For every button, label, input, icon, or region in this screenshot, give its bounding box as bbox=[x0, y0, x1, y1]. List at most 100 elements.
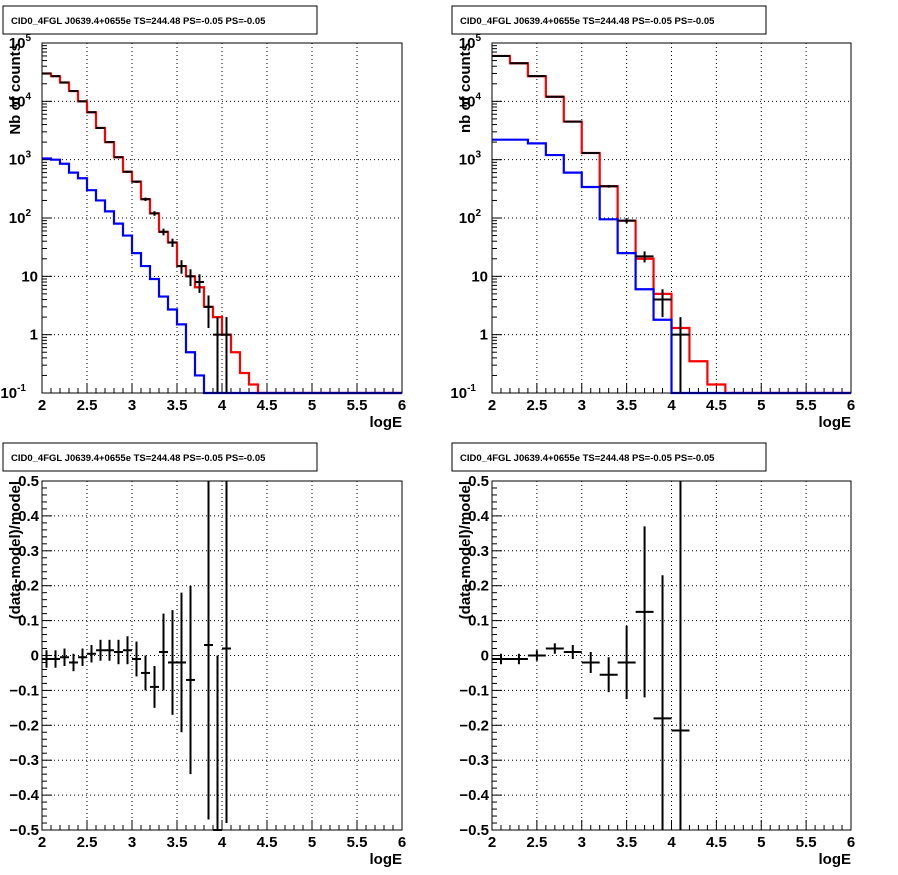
chart-title: CID0_4FGL J0639.4+0655e TS=244.48 PS=-0.… bbox=[460, 16, 715, 27]
data-point bbox=[78, 100, 87, 103]
plot-frame bbox=[491, 42, 852, 394]
y-tick-label: 10 bbox=[471, 268, 488, 285]
data-point bbox=[114, 639, 123, 665]
data-point bbox=[186, 269, 195, 287]
data-point bbox=[204, 481, 213, 820]
data-point bbox=[87, 645, 96, 663]
data-point bbox=[60, 648, 69, 666]
y-tick-label: 0.5 bbox=[18, 473, 39, 490]
x-tick-label: 3.5 bbox=[167, 834, 188, 851]
x-tick-label: 4.5 bbox=[257, 834, 278, 851]
data-point bbox=[563, 645, 582, 659]
data-point bbox=[105, 141, 114, 144]
y-tick-label: 0.3 bbox=[18, 543, 39, 560]
data-point bbox=[563, 120, 582, 123]
y-tick-label: −0.5 bbox=[9, 822, 39, 839]
data-point bbox=[87, 111, 96, 114]
data-point bbox=[42, 650, 51, 668]
x-tick-label: 3.5 bbox=[616, 834, 637, 851]
data-point bbox=[222, 317, 231, 393]
y-tick-label: 104 bbox=[9, 91, 32, 110]
x-tick-label: 2 bbox=[38, 397, 46, 414]
x-tick-label: 4.5 bbox=[706, 397, 727, 414]
x-tick-label: 5 bbox=[757, 397, 765, 414]
x-tick-label: 4.5 bbox=[257, 397, 278, 414]
x-tick-label: 5.5 bbox=[347, 834, 368, 851]
data-point bbox=[141, 197, 150, 201]
y-tick-label: −0.5 bbox=[459, 822, 489, 839]
y-tick-label: −0.2 bbox=[9, 717, 39, 734]
chart-title: CID0_4FGL J0639.4+0655e TS=244.48 PS=-0.… bbox=[460, 453, 715, 464]
x-tick-label: 6 bbox=[398, 834, 406, 851]
y-tick-label: 0.5 bbox=[468, 473, 489, 490]
data-point bbox=[132, 180, 141, 183]
data-point bbox=[141, 655, 150, 691]
data-point bbox=[492, 653, 510, 665]
x-tick-label: 5.5 bbox=[796, 397, 817, 414]
x-axis-label: logE bbox=[819, 851, 852, 868]
y-tick-label: −0.3 bbox=[9, 752, 39, 769]
data-point bbox=[671, 317, 690, 393]
y-tick-label: −0.1 bbox=[459, 682, 489, 699]
y-tick-label: 103 bbox=[459, 150, 482, 169]
y-tick-label: 105 bbox=[9, 33, 32, 52]
y-tick-label: −0.2 bbox=[459, 717, 489, 734]
chart-panel-1: CID0_4FGL J0639.4+0655e TS=244.48 PS=-0.… bbox=[0, 5, 406, 431]
data-point bbox=[132, 641, 141, 677]
data-point bbox=[114, 156, 123, 159]
y-tick-label: 102 bbox=[459, 208, 482, 227]
data-point bbox=[123, 636, 132, 665]
x-tick-label: 6 bbox=[847, 834, 855, 851]
x-tick-label: 2 bbox=[488, 834, 496, 851]
data-point bbox=[195, 274, 204, 293]
data-point bbox=[159, 228, 168, 236]
plot-frame bbox=[41, 480, 403, 831]
title-box bbox=[2, 5, 318, 35]
data-point bbox=[105, 639, 114, 661]
x-tick-label: 5.5 bbox=[796, 834, 817, 851]
x-tick-label: 5 bbox=[757, 834, 765, 851]
data-point bbox=[653, 575, 672, 830]
y-tick-label: 10-1 bbox=[0, 383, 26, 402]
x-tick-label: 3 bbox=[578, 834, 586, 851]
data-point bbox=[599, 184, 618, 188]
x-tick-label: 5 bbox=[308, 834, 316, 851]
data-point bbox=[150, 665, 159, 708]
y-tick-label: 0.2 bbox=[468, 578, 489, 595]
y-tick-label: 0.1 bbox=[468, 613, 489, 630]
plot-area bbox=[492, 481, 851, 830]
y-tick-label: 102 bbox=[9, 208, 32, 227]
data-point bbox=[509, 653, 528, 665]
x-tick-label: 3 bbox=[128, 834, 136, 851]
data-point bbox=[671, 481, 690, 830]
data-point bbox=[96, 126, 105, 129]
chart-title: CID0_4FGL J0639.4+0655e TS=244.48 PS=-0.… bbox=[11, 453, 266, 464]
y-tick-label: −0.1 bbox=[9, 682, 39, 699]
chart-panel-3: CID0_4FGL J0639.4+0655e TS=244.48 PS=-0.… bbox=[2, 442, 406, 868]
chart-panel-4: CID0_4FGL J0639.4+0655e TS=244.48 PS=-0.… bbox=[451, 442, 855, 868]
x-tick-label: 6 bbox=[847, 397, 855, 414]
y-tick-label: 10 bbox=[21, 268, 38, 285]
y-tick-label: −0.3 bbox=[459, 752, 489, 769]
data-point bbox=[168, 238, 177, 248]
y-tick-label: 0.3 bbox=[468, 543, 489, 560]
x-axis-label: logE bbox=[370, 851, 403, 868]
x-tick-label: 2.5 bbox=[526, 834, 547, 851]
chart-title: CID0_4FGL J0639.4+0655e TS=244.48 PS=-0.… bbox=[11, 16, 266, 27]
x-axis-label: logE bbox=[819, 414, 852, 431]
y-tick-label: 0.4 bbox=[468, 508, 490, 525]
data-point bbox=[599, 657, 618, 693]
x-tick-label: 2.5 bbox=[77, 397, 98, 414]
x-tick-label: 2 bbox=[38, 834, 46, 851]
x-tick-label: 5.5 bbox=[347, 397, 368, 414]
data-point bbox=[177, 260, 186, 274]
data-point bbox=[186, 585, 195, 775]
x-axis-label: logE bbox=[370, 414, 403, 431]
x-tick-label: 2.5 bbox=[526, 397, 547, 414]
x-tick-label: 2 bbox=[488, 397, 496, 414]
x-tick-label: 5 bbox=[308, 397, 316, 414]
data-point bbox=[78, 648, 87, 666]
y-tick-label: 104 bbox=[459, 91, 482, 110]
data-point bbox=[635, 526, 654, 698]
